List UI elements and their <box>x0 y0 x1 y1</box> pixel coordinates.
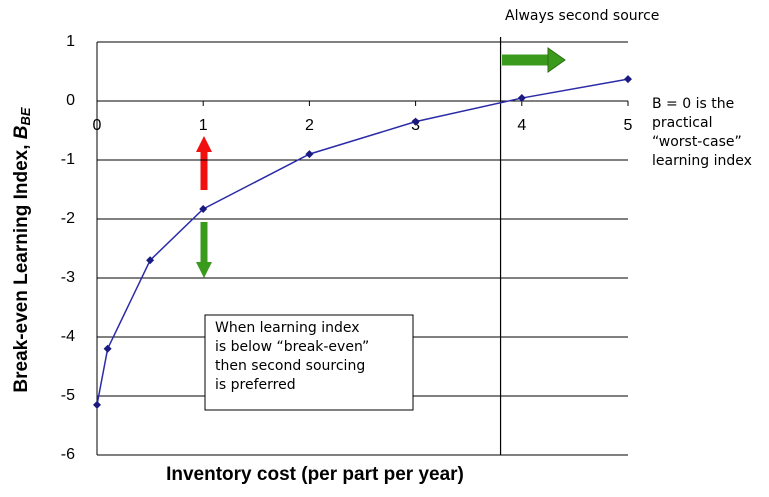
marker <box>305 150 314 159</box>
y-tick-label: -2 <box>61 210 75 227</box>
x-tick-label: 3 <box>411 117 420 134</box>
y-tick-label: -3 <box>61 269 75 286</box>
x-tick-label: 5 <box>624 117 633 134</box>
x-tick-label: 4 <box>517 117 526 134</box>
y-label-text: Break-even Learning Index, <box>11 139 32 392</box>
y-tick-label: -6 <box>61 446 75 463</box>
y-tick-label: -4 <box>61 328 75 345</box>
series-line <box>96 78 629 405</box>
annotation: practical <box>652 115 712 131</box>
y-label-sub: BE <box>18 107 33 125</box>
note-box <box>204 314 414 411</box>
x-tick-label: 1 <box>199 117 208 134</box>
y-tick-label: -1 <box>61 151 75 168</box>
annotation: B = 0 is the <box>652 96 734 112</box>
arrow-head <box>196 262 212 278</box>
marker <box>103 344 112 353</box>
note-text: is preferred <box>215 377 296 393</box>
note-text: then second sourcing <box>215 358 365 374</box>
marker <box>146 256 155 265</box>
marker <box>93 400 101 409</box>
y-tick-label: -5 <box>61 387 75 404</box>
x-tick-label: 2 <box>305 117 314 134</box>
y-tick-label: 0 <box>66 92 75 109</box>
arrow-head <box>196 136 212 152</box>
note-text: When learning index <box>215 320 360 336</box>
marker <box>199 204 208 213</box>
annotation: “worst-case” <box>652 134 742 150</box>
marker <box>624 75 632 84</box>
y-label-var: B <box>11 125 32 139</box>
y-tick-label: 1 <box>66 33 75 50</box>
x-axis-label: Inventory cost (per part per year) <box>166 464 464 485</box>
marker <box>517 94 526 103</box>
marker <box>411 117 420 126</box>
y-axis-label: Break-even Learning Index, BBE <box>11 107 33 393</box>
arrow-head <box>547 47 566 73</box>
note-text: is below “break-even” <box>215 339 369 355</box>
annotation: Always second source <box>505 8 659 24</box>
x-tick-label: 0 <box>93 117 102 134</box>
annotation: learning index <box>652 153 752 169</box>
